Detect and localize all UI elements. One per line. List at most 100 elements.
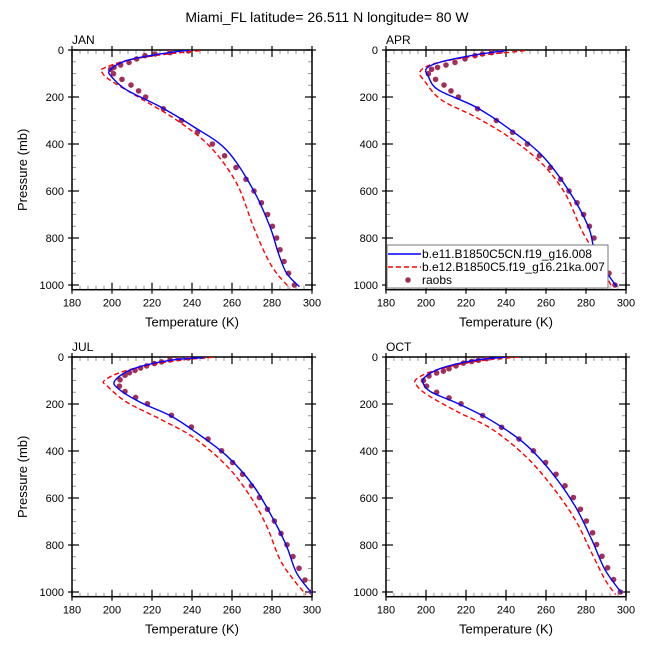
raob-point	[119, 76, 125, 83]
y-tick-label: 0	[58, 45, 64, 57]
x-tick-label: 200	[103, 298, 121, 310]
plot-area	[99, 50, 300, 289]
y-tick-label: 200	[46, 92, 64, 104]
raob-point	[281, 258, 287, 265]
x-tick-label: 300	[617, 605, 635, 617]
x-tick-label: 260	[223, 605, 241, 617]
raob-point	[273, 235, 280, 241]
raob-point	[233, 164, 239, 171]
x-tick-label: 300	[303, 605, 321, 617]
x-tick-label: 200	[417, 605, 435, 617]
y-tick-label: 1000	[354, 587, 378, 599]
raob-point	[290, 553, 296, 560]
raob-point	[599, 553, 605, 560]
series-line-model1	[421, 357, 623, 594]
x-tick-label: 280	[577, 298, 595, 310]
panel-label: APR	[386, 33, 411, 47]
x-axis-label: Temperature (K)	[145, 622, 239, 637]
raob-point	[440, 368, 447, 374]
raob-point	[277, 246, 283, 253]
y-tick-label: 400	[360, 139, 378, 151]
panel-jul: JUL 180 200 220 240 260 280 300 0 200 400 600 800 100…	[15, 340, 321, 637]
x-tick-label: 180	[377, 605, 395, 617]
y-tick-label: 600	[46, 186, 64, 198]
y-tick-label: 0	[372, 45, 378, 57]
y-tick-label: 800	[360, 540, 378, 552]
raob-point	[434, 64, 441, 71]
raob-point	[302, 577, 308, 583]
y-tick-label: 200	[360, 92, 378, 104]
raob-point	[589, 529, 596, 536]
raob-point	[433, 370, 440, 376]
plot-area	[414, 357, 624, 595]
raob-point	[221, 152, 228, 159]
raob-point	[128, 82, 134, 88]
y-tick-label: 600	[360, 493, 378, 505]
y-tick-label: 800	[360, 233, 378, 245]
plot-area	[102, 357, 312, 596]
series-line-model2	[102, 357, 307, 596]
plot-frame	[71, 356, 313, 598]
y-tick-label: 1000	[40, 280, 64, 292]
x-tick-label: 200	[103, 605, 121, 617]
raob-point	[530, 447, 537, 454]
x-tick-label: 220	[143, 605, 161, 617]
y-tick-label: 200	[46, 399, 64, 411]
raob-point	[135, 88, 142, 94]
x-tick-label: 220	[457, 298, 475, 310]
x-tick-label: 180	[63, 298, 81, 310]
chart-title: Miami_FL latitude= 26.511 N longitude= 8…	[185, 9, 469, 25]
panel-label: JAN	[72, 33, 95, 47]
y-tick-label: 1000	[354, 280, 378, 292]
series-line-model1	[113, 357, 312, 594]
x-tick-label: 180	[377, 298, 395, 310]
x-tick-label: 240	[497, 298, 515, 310]
raob-point	[229, 459, 236, 466]
series-line-model1	[107, 50, 300, 288]
x-tick-label: 300	[303, 298, 321, 310]
x-tick-label: 240	[183, 605, 201, 617]
raob-point	[441, 82, 447, 88]
raob-point	[432, 76, 439, 83]
x-tick-label: 240	[497, 605, 515, 617]
x-axis-label: Temperature (K)	[459, 622, 553, 637]
plot-frame	[385, 356, 627, 598]
y-tick-label: 600	[360, 186, 378, 198]
y-axis-label: Pressure (mb)	[15, 436, 30, 518]
plot-frame	[71, 49, 313, 291]
x-tick-label: 260	[537, 298, 555, 310]
y-tick-label: 0	[372, 352, 378, 364]
legend: b.e11.B1850C5CN.f19_g16.008b.e12.B1850C5…	[386, 244, 609, 289]
legend-entry-label: b.e12.B1850C5.f19_g16.21ka.007	[422, 260, 605, 274]
series-line-model2	[418, 50, 614, 289]
y-tick-label: 400	[46, 139, 64, 151]
legend-entry-label: b.e11.B1850C5CN.f19_g16.008	[422, 247, 592, 261]
raob-point	[604, 564, 611, 571]
raob-point	[209, 141, 216, 147]
x-axis-label: Temperature (K)	[459, 315, 553, 330]
y-tick-label: 0	[58, 352, 64, 364]
panel-apr: APR 180 200 220 240 260 280 300 0 200 400 600 800 100…	[354, 33, 636, 330]
x-axis-label: Temperature (K)	[145, 315, 239, 330]
x-tick-label: 240	[183, 298, 201, 310]
raob-point	[420, 377, 427, 384]
x-tick-label: 200	[417, 298, 435, 310]
x-tick-label: 260	[537, 605, 555, 617]
x-tick-label: 220	[457, 605, 475, 617]
y-tick-label: 800	[46, 540, 64, 552]
legend-entry-label: raobs	[422, 273, 452, 287]
y-tick-label: 1000	[40, 587, 64, 599]
raob-point	[448, 88, 454, 94]
x-tick-label: 280	[577, 605, 595, 617]
panel-oct: OCT 180 200 220 240 260 280 300 0 200 400 600 800 100…	[354, 340, 636, 637]
x-tick-label: 280	[263, 298, 281, 310]
x-tick-label: 300	[617, 298, 635, 310]
raob-point	[428, 66, 435, 73]
raob-point	[296, 565, 302, 572]
raob-point	[126, 59, 132, 66]
legend-swatch-marker	[405, 277, 411, 283]
y-tick-label: 200	[360, 399, 378, 411]
y-tick-label: 400	[46, 446, 64, 458]
panel-jan: JAN 180 200 220 240 260 280 300 0 200 400 600 800 100…	[15, 33, 321, 330]
